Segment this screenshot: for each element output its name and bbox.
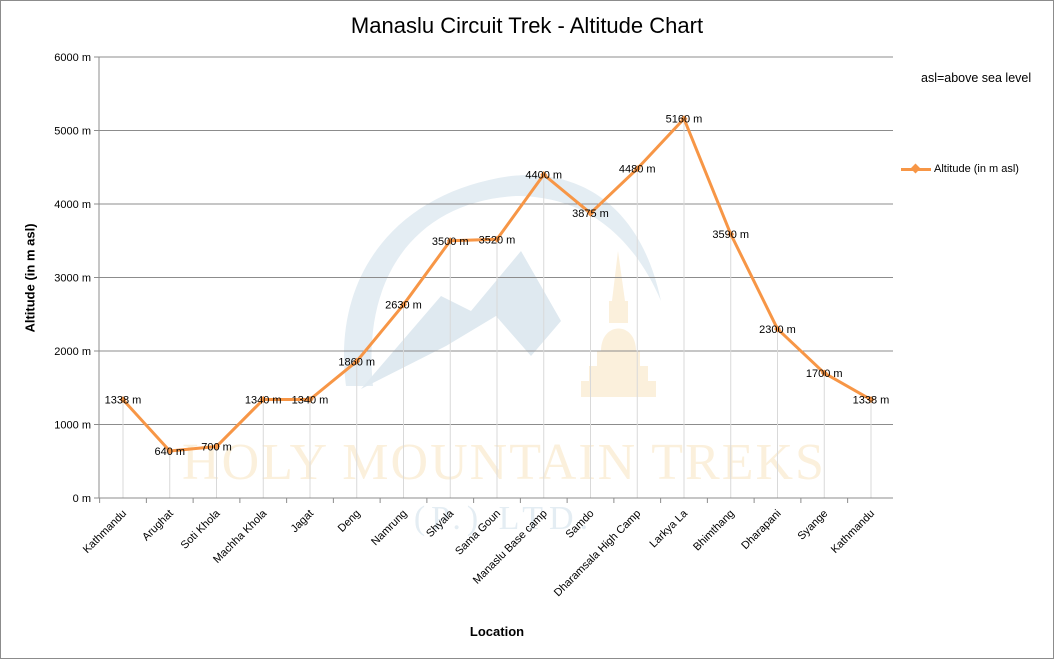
data-point-marker — [727, 230, 735, 238]
x-tick-label: Kathmandu — [81, 508, 129, 556]
data-label: 1860 m — [338, 356, 375, 368]
data-label: 3520 m — [479, 234, 516, 246]
x-tick-label: Dharapani — [739, 508, 783, 552]
data-point-marker — [867, 396, 875, 404]
y-tick-label: 0 m — [73, 493, 91, 505]
watermark-company-suffix: (P.) LTD. — [414, 500, 594, 537]
data-label: 5160 m — [666, 114, 703, 126]
data-label: 3590 m — [712, 229, 749, 241]
legend-entry-altitude: Altitude (in m asl) — [934, 163, 1019, 175]
y-tick-label: 6000 m — [54, 52, 91, 64]
x-tick-label: Syange — [796, 508, 831, 543]
data-point-marker — [493, 235, 501, 243]
x-tick-label: Larkya La — [647, 507, 690, 550]
y-tick-label: 3000 m — [54, 273, 91, 285]
data-point-marker — [213, 443, 220, 451]
data-point-marker — [540, 171, 548, 179]
data-point-marker — [633, 165, 641, 173]
data-point-marker — [446, 237, 454, 245]
data-label: 1340 m — [292, 395, 329, 407]
x-axis-title: Location — [469, 624, 525, 639]
x-tick-label: Jagat — [289, 508, 317, 536]
data-label: 2300 m — [759, 324, 796, 336]
x-tick-label: Arughat — [140, 508, 176, 544]
chart-legend: Altitude (in m asl) — [901, 162, 1019, 176]
x-tick-label: Soti Khola — [179, 507, 224, 552]
data-label: 2630 m — [385, 300, 422, 312]
data-point-marker — [774, 325, 781, 333]
y-tick-label: 5000 m — [54, 126, 91, 138]
x-tick-label: Bhimthang — [691, 508, 737, 554]
data-label: 1338 m — [853, 395, 890, 407]
chart-data-labels: 1338 m 640 m 700 m 1340 m 1340 m 1860 m 2630 m… — [105, 114, 890, 458]
legend-line-marker-icon — [901, 162, 931, 176]
watermark-company-name: HOLY MOUNTAIN TREKS — [182, 434, 826, 491]
watermark-swoosh-icon — [343, 175, 661, 386]
data-label: 4400 m — [525, 170, 562, 182]
y-tick-label: 1000 m — [54, 420, 91, 432]
data-label: 700 m — [201, 442, 232, 454]
data-point-marker — [119, 396, 127, 404]
x-tick-label: Kathmandu — [829, 508, 877, 556]
chart-annotation: asl=above sea level — [921, 71, 1032, 85]
y-tick-label: 4000 m — [54, 199, 91, 211]
data-point-marker — [820, 369, 828, 377]
watermark-mountain-icon — [361, 251, 561, 389]
watermark-logo: HOLY MOUNTAIN TREKS (P.) LTD. — [182, 175, 826, 537]
x-tick-label: Namrung — [369, 508, 409, 548]
data-point-marker — [306, 396, 314, 404]
data-point-marker — [166, 447, 174, 455]
data-label: 1338 m — [105, 395, 142, 407]
data-point-marker — [353, 357, 361, 365]
y-tick-label: 2000 m — [54, 346, 91, 358]
y-axis-title: Altitude (in m asl) — [22, 223, 38, 333]
data-label: 4480 m — [619, 164, 656, 176]
data-point-marker — [680, 115, 688, 123]
chart-title: Manaslu Circuit Trek - Altitude Chart — [350, 13, 704, 38]
watermark-stupa-icon — [581, 251, 656, 397]
data-label: 1340 m — [245, 395, 282, 407]
data-point-marker — [587, 209, 594, 217]
data-point-marker — [400, 301, 407, 309]
chart-series — [119, 115, 875, 455]
chart-gridlines — [99, 56, 893, 498]
data-label: 640 m — [154, 446, 185, 458]
data-label: 1700 m — [806, 368, 843, 380]
data-point-marker — [259, 396, 267, 404]
data-label: 3875 m — [572, 208, 609, 220]
x-tick-label: Deng — [336, 508, 363, 535]
data-label: 3500 m — [432, 236, 469, 248]
